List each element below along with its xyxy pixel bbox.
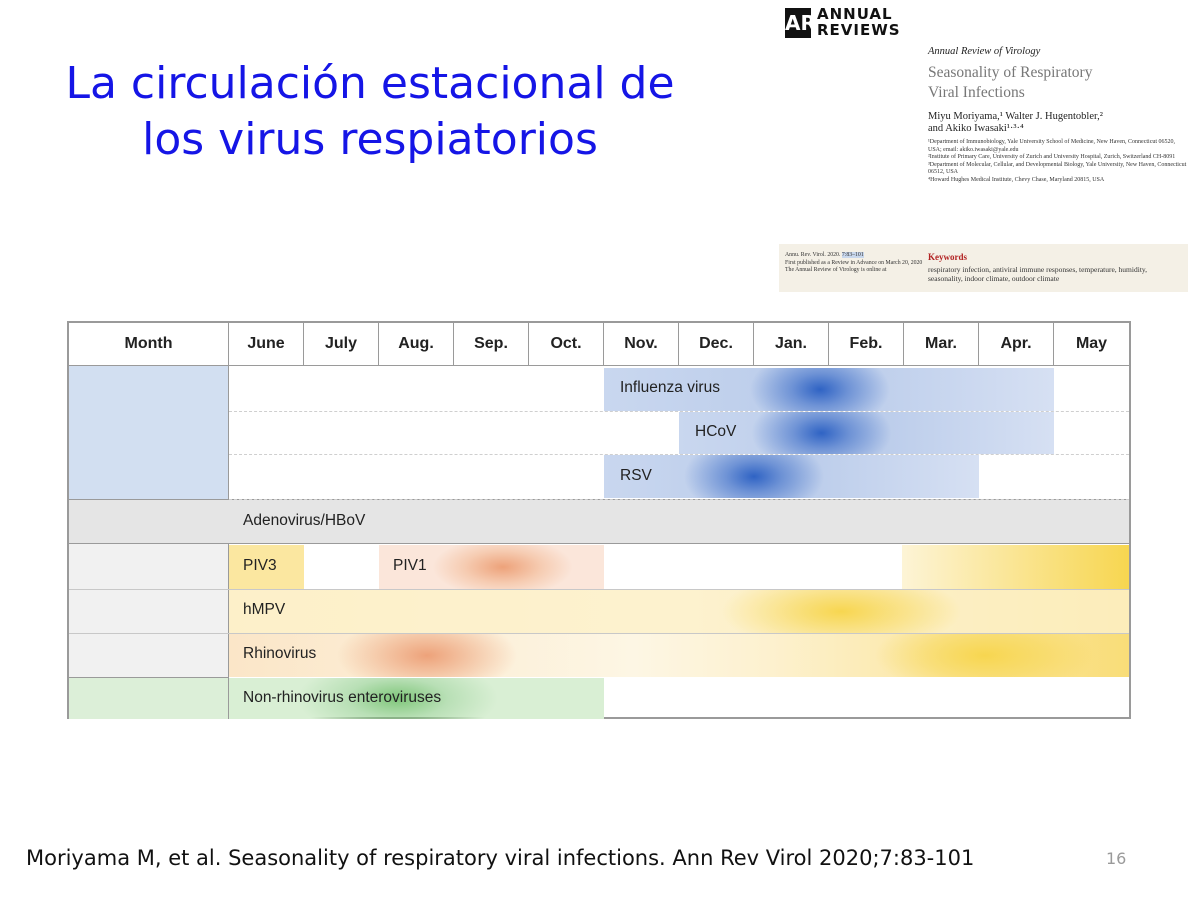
allyear-bg [69, 499, 1129, 544]
influenza-label: Influenza virus [620, 379, 720, 396]
article-title-line2: Viral Infections [928, 84, 1025, 101]
logo-line2: REVIEWS [817, 21, 901, 39]
article-title: Seasonality of Respiratory Viral Infecti… [928, 63, 1188, 103]
summer-label-bg [69, 677, 229, 719]
authors: Miyu Moriyama,¹ Walter J. Hugentobler,² … [928, 111, 1188, 135]
slide-title-line1: La circulación estacional de [65, 58, 675, 109]
affiliations: ¹Department of Immunobiology, Yale Unive… [928, 139, 1188, 184]
hmpv-bar [229, 590, 1129, 633]
logo-mark: AR [785, 8, 816, 38]
meta-online: The Annual Review of Virology is online … [785, 267, 887, 273]
citation: Moriyama M, et al. Seasonality of respir… [26, 846, 975, 870]
adeno-label: Adenovirus/HBoV [243, 512, 366, 529]
row-sep-2 [69, 633, 1129, 634]
piv3-label: PIV3 [243, 557, 277, 574]
affiliation-1: ¹Department of Immunobiology, Yale Unive… [928, 139, 1176, 153]
header-june: June [229, 323, 304, 366]
header-may: May [1054, 323, 1129, 366]
header-nov: Nov. [604, 323, 679, 366]
rhinovirus-bar [229, 634, 1129, 677]
hmpv-label: hMPV [243, 601, 286, 618]
dashed-separator [229, 454, 1129, 455]
piv3-bar [229, 545, 304, 589]
article-meta-strip: Annu. Rev. Virol. 2020. 7:83–101 First p… [779, 244, 1188, 292]
meta-citation: Annu. Rev. Virol. 2020. [785, 252, 842, 258]
keywords-text: respiratory infection, antiviral immune … [928, 265, 1148, 283]
slide-title: La circulación estacional de los virus r… [40, 56, 700, 168]
publication-info: Annu. Rev. Virol. 2020. 7:83–101 First p… [785, 252, 925, 275]
affiliation-3: ³Department of Molecular, Cellular, and … [928, 161, 1187, 176]
seasonality-table: Month June July Aug. Sep. Oct. Nov. Dec. Jan. Feb… [67, 321, 1131, 719]
article-title-line1: Seasonality of Respiratory [928, 64, 1093, 81]
winter-label-bg [69, 366, 229, 499]
piv1-bar [379, 545, 604, 589]
authors-line2: and Akiko Iwasaki¹·³·⁴ [928, 123, 1024, 134]
header-sep: Sep. [454, 323, 529, 366]
hcov-bar [679, 412, 1054, 454]
rsv-bar [604, 455, 979, 498]
rhinovirus-label: Rhinovirus [243, 645, 317, 662]
enterovirus-label: Non-rhinovirus enteroviruses [243, 689, 442, 706]
affiliation-4: ⁴Howard Hughes Medical Institute, Chevy … [928, 176, 1105, 183]
reference-block: Annual Review of Virology Seasonality of… [928, 46, 1188, 184]
meta-published: First published as a Review in Advance o… [785, 259, 923, 266]
header-oct: Oct. [529, 323, 604, 366]
page-number: 16 [1106, 849, 1127, 868]
authors-line1: Miyu Moriyama,¹ Walter J. Hugentobler,² [928, 111, 1103, 122]
meta-pages-highlight: 7:83–101 [841, 252, 864, 258]
enterovirus-bar [229, 678, 604, 719]
header-feb: Feb. [829, 323, 904, 366]
header-dec: Dec. [679, 323, 754, 366]
dashed-separator [229, 499, 1129, 500]
piv3-spring-bar [902, 545, 1129, 589]
header-apr: Apr. [979, 323, 1054, 366]
row-sep-1 [69, 589, 1129, 590]
keywords-label: Keywords [928, 252, 967, 262]
header-month: Month [69, 323, 229, 366]
type-specific-label-bg [69, 544, 229, 677]
affiliation-2: ²Institute of Primary Care, University o… [928, 154, 1176, 160]
dashed-separator [229, 411, 1129, 412]
header-mar: Mar. [904, 323, 979, 366]
hcov-label: HCoV [695, 423, 737, 440]
logo-line1: ANNUAL [817, 5, 893, 23]
influenza-bar [604, 368, 1054, 411]
rsv-label: RSV [620, 467, 652, 484]
header-jan: Jan. [754, 323, 829, 366]
logo-text: ANNUAL REVIEWS [817, 6, 901, 38]
journal-name: Annual Review of Virology [928, 46, 1041, 57]
piv1-label: PIV1 [393, 557, 427, 574]
header-aug: Aug. [379, 323, 454, 366]
header-july: July [304, 323, 379, 366]
slide-title-line2: los virus respiatorios [142, 114, 598, 165]
